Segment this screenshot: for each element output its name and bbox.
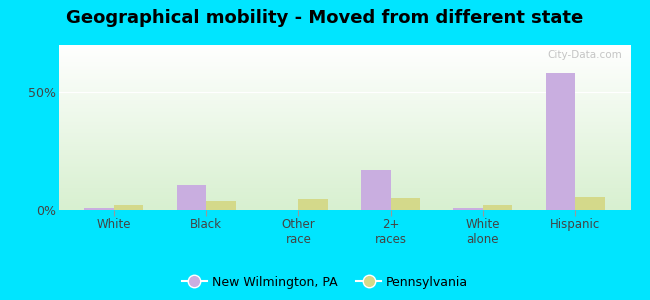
Text: City-Data.com: City-Data.com [547,50,622,60]
Text: Geographical mobility - Moved from different state: Geographical mobility - Moved from diffe… [66,9,584,27]
Bar [114,205,144,210]
Bar [298,200,328,210]
Bar [545,73,575,210]
Bar [575,197,604,210]
Bar [483,205,512,210]
Bar [361,170,391,210]
Bar [391,198,420,210]
Legend: New Wilmington, PA, Pennsylvania: New Wilmington, PA, Pennsylvania [177,271,473,294]
Bar [453,208,483,210]
Bar [177,185,206,210]
Bar [84,208,114,210]
Bar [206,201,236,210]
